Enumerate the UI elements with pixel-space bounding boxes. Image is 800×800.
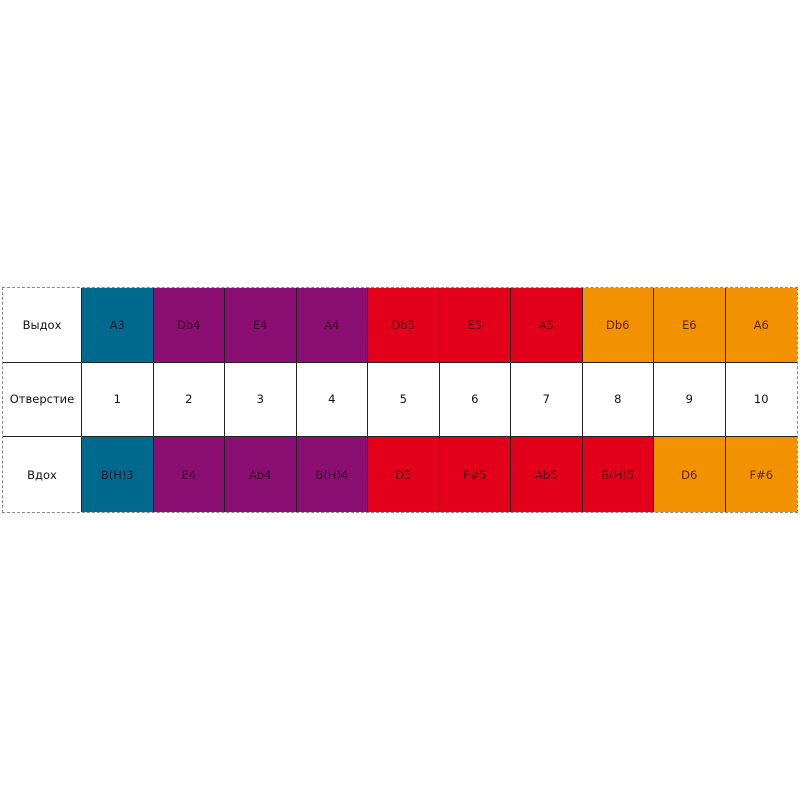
hole-row-cell: 3 [225,362,297,438]
draw-row-cell: B(H)5 [582,437,654,512]
draw-row-label: Вдох [3,437,82,512]
blow-row-cell: E4 [225,288,297,363]
hole-row-cell: 7 [511,362,583,438]
draw-row-cell: B(H)4 [296,437,368,512]
blow-row-cell: A4 [296,288,368,363]
hole-row-cell: 10 [725,362,797,438]
hole-row-cell: 9 [654,362,726,438]
draw-row-cell: D6 [654,437,726,512]
draw-row-cell: E4 [153,437,225,512]
blow-row-cell: E6 [654,288,726,363]
hole-row-label: Отверстие [3,362,82,438]
hole-row-cell: 4 [296,362,368,438]
harmonica-note-table: Выдох A3 Db4 E4 A4 Db5 E5 A5 Db6 E6 A6 Отверстие 1 2 3… [2,287,798,513]
blow-row-cell: Db5 [368,288,440,363]
hole-row-cell: 5 [368,362,440,438]
draw-row-cell: F#6 [725,437,797,512]
draw-row-cell: B(H)3 [82,437,154,512]
hole-row-cell: 2 [153,362,225,438]
blow-row-cell: A5 [511,288,583,363]
draw-row-cell: Ab5 [511,437,583,512]
hole-row-cell: 8 [582,362,654,438]
blow-row-cell: E5 [439,288,511,363]
draw-row-cell: F#5 [439,437,511,512]
blow-row-cell: Db6 [582,288,654,363]
draw-row-cell: D5 [368,437,440,512]
blow-row-cell: Db4 [153,288,225,363]
hole-row-cell: 6 [439,362,511,438]
draw-row-cell: Ab4 [225,437,297,512]
hole-row-cell: 1 [82,362,154,438]
blow-row-label: Выдох [3,288,82,363]
blow-row-cell: A3 [82,288,154,363]
blow-row-cell: A6 [725,288,797,363]
